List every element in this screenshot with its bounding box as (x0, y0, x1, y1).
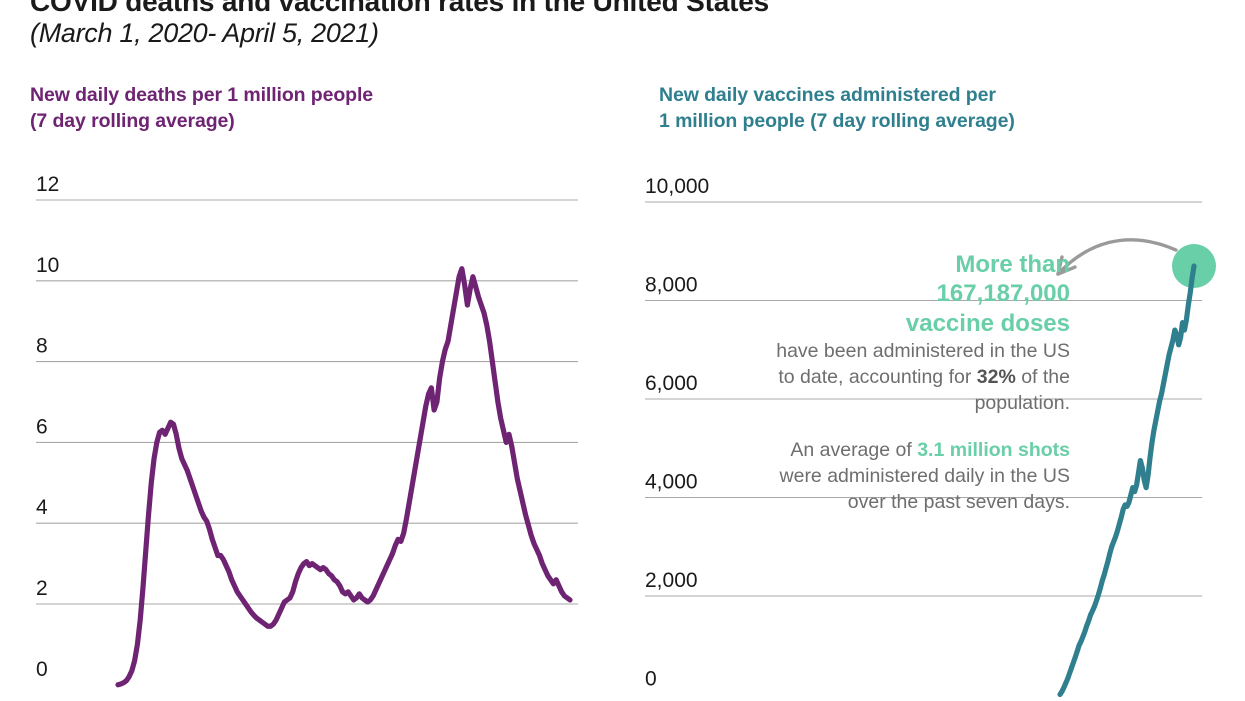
chart-panel-vaccines: 10,000 8,000 6,000 4,000 2,000 0 More than 16… (622, 160, 1245, 701)
callout-arrow (1056, 238, 1178, 276)
right-panel-heading: New daily vaccines administered per 1 mi… (659, 82, 1015, 135)
annotation-p1-percent: 32% (976, 365, 1016, 388)
y-axis-tick-label: 10,000 (645, 175, 709, 198)
right-panel-heading-line2: 1 million people (7 day rolling average) (659, 110, 1015, 133)
y-axis-tick-label: 6 (36, 415, 48, 438)
annotation-big-unit: vaccine doses (905, 309, 1070, 337)
annotation-paragraph-spacer (770, 416, 1070, 437)
y-axis-tick-label: 0 (645, 668, 657, 691)
y-axis-tick-label: 2 (36, 577, 48, 600)
annotation-paragraph-2: An average of 3.1 million shots were adm… (770, 437, 1070, 515)
annotation-p1-part-a: have been administered in the US to date… (776, 339, 1070, 388)
y-axis-tick-label: 8 (36, 335, 48, 358)
left-panel-heading: New daily deaths per 1 million people (7… (30, 82, 373, 135)
deaths-line-chart: 12 10 8 6 4 2 0 (36, 173, 578, 688)
series-line-daily-vaccines (1057, 263, 1197, 698)
y-axis-tick-label: 6,000 (645, 372, 698, 395)
left-panel-heading-line1: New daily deaths per 1 million people (30, 84, 374, 106)
chart-panel-deaths: 12 10 8 6 4 2 0 (0, 160, 622, 701)
annotation-p1-part-b: of the population. (974, 365, 1070, 415)
annotation-lead: More than (955, 251, 1070, 278)
vaccines-line-chart: 10,000 8,000 6,000 4,000 2,000 0 (645, 175, 1216, 698)
y-axis-tick-label: 12 (36, 173, 59, 196)
right-panel-heading-line1: New daily vaccines administered per (659, 84, 996, 106)
annotation-p2-part-a: An average of (790, 439, 918, 462)
y-axis-tick-label: 10 (36, 254, 59, 277)
y-axis-tick-label: 2,000 (645, 569, 698, 592)
annotation-headline: More than 167,187,000 vaccine doses (770, 250, 1070, 338)
page-title: COVID deaths and vaccination rates in th… (30, 0, 769, 17)
annotation-p2-part-b: were administered daily in the US over t… (779, 465, 1070, 514)
y-axis-tick-label: 8,000 (645, 274, 698, 297)
y-axis-tick-label: 0 (36, 658, 48, 681)
vaccine-annotation: More than 167,187,000 vaccine doses have… (770, 250, 1070, 516)
annotation-paragraph-1: have been administered in the US to date… (770, 338, 1070, 416)
annotation-p2-highlight: 3.1 million shots (917, 439, 1070, 462)
series-line-daily-deaths (115, 266, 573, 688)
callout-arrow-head (1056, 255, 1077, 276)
y-axis-tick-label: 4 (36, 496, 48, 519)
annotation-big-number: 167,187,000 (936, 280, 1070, 308)
left-panel-heading-line2: (7 day rolling average) (30, 110, 235, 133)
y-axis-tick-label: 4,000 (645, 471, 698, 494)
page-subtitle-date-range: (March 1, 2020- April 5, 2021) (30, 18, 379, 48)
